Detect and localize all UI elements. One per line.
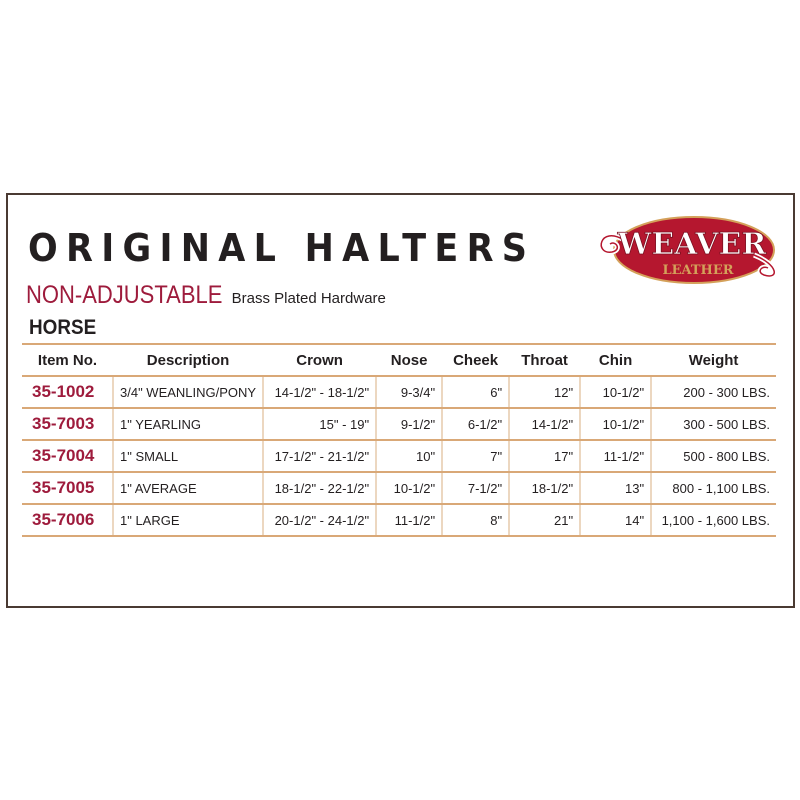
table-cell: 500 - 800 LBS. — [650, 440, 776, 473]
table-cell: 18-1/2" - 22-1/2" — [262, 472, 377, 505]
table-row: 35-7005 1" AVERAGE 18-1/2" - 22-1/2" 10-1/2… — [22, 472, 776, 505]
table-header-row: Item No. Description Crown Nose Cheek Throat C… — [22, 344, 776, 377]
table-cell: 10-1/2" — [579, 376, 652, 409]
subtitle: NON-ADJUSTABLE — [26, 281, 223, 309]
table-cell: 800 - 1,100 LBS. — [650, 472, 776, 505]
table-cell: 9-3/4" — [375, 376, 443, 409]
chart-frame — [6, 193, 795, 608]
column-header: Cheek — [442, 344, 510, 377]
table-cell: 20-1/2" - 24-1/2" — [262, 504, 377, 537]
column-header: Chin — [580, 344, 652, 377]
table-cell: 10-1/2" — [375, 472, 443, 505]
table-row: 35-1002 3/4" WEANLING/PONY 14-1/2" - 18-1/… — [22, 376, 776, 409]
table-cell: 15" - 19" — [262, 408, 377, 441]
table-cell: 8" — [441, 504, 510, 537]
item-number: 35-1002 — [22, 376, 113, 409]
item-number: 35-7004 — [22, 440, 113, 473]
table-cell: 17-1/2" - 21-1/2" — [262, 440, 377, 473]
table-row: 35-7004 1" SMALL 17-1/2" - 21-1/2" 10" 7" 17"… — [22, 440, 776, 473]
column-header: Throat — [509, 344, 581, 377]
table-cell: 14-1/2" - 18-1/2" — [262, 376, 377, 409]
table-cell: 17" — [508, 440, 581, 473]
table-cell: 13" — [579, 472, 652, 505]
table-cell: 3/4" WEANLING/PONY — [111, 376, 264, 409]
logo-brand-text: WEAVER — [617, 227, 768, 262]
table-cell: 1" LARGE — [111, 504, 264, 537]
table-cell: 11-1/2" — [579, 440, 652, 473]
subtitle-note: Brass Plated Hardware — [231, 290, 386, 307]
table-cell: 1,100 - 1,600 LBS. — [650, 504, 776, 537]
size-chart-table: Item No. Description Crown Nose Cheek Throat C… — [22, 343, 776, 537]
table-cell: 18-1/2" — [508, 472, 581, 505]
item-number: 35-7006 — [22, 504, 113, 537]
table-cell: 1" YEARLING — [111, 408, 264, 441]
weaver-leather-logo: WEAVER LEATHER — [598, 216, 777, 284]
subtitle-line: NON-ADJUSTABLE Brass Plated Hardware — [26, 281, 386, 310]
table-cell: 21" — [508, 504, 581, 537]
table-cell: 7" — [441, 440, 510, 473]
table-cell: 7-1/2" — [441, 472, 510, 505]
column-header: Crown — [263, 344, 377, 377]
item-number: 35-7003 — [22, 408, 113, 441]
table-cell: 14-1/2" — [508, 408, 581, 441]
page-title: ORIGINAL HALTERS — [28, 226, 536, 270]
table-row: 35-7003 1" YEARLING 15" - 19" 9-1/2" 6-1/2" 1… — [22, 408, 776, 441]
table-cell: 6-1/2" — [441, 408, 510, 441]
table-cell: 10" — [375, 440, 443, 473]
column-header: Description — [113, 344, 264, 377]
table-row: 35-7006 1" LARGE 20-1/2" - 24-1/2" 11-1/2" 8… — [22, 504, 776, 537]
table-cell: 1" SMALL — [111, 440, 264, 473]
table-cell: 200 - 300 LBS. — [650, 376, 776, 409]
table-cell: 1" AVERAGE — [111, 472, 264, 505]
table-cell: 6" — [441, 376, 510, 409]
column-header: Nose — [376, 344, 443, 377]
section-heading: HORSE — [29, 316, 97, 339]
column-header: Item No. — [22, 344, 113, 377]
table-cell: 12" — [508, 376, 581, 409]
table-cell: 300 - 500 LBS. — [650, 408, 776, 441]
logo-sub-text: LEATHER — [662, 263, 733, 278]
table-cell: 9-1/2" — [375, 408, 443, 441]
table-cell: 14" — [579, 504, 652, 537]
item-number: 35-7005 — [22, 472, 113, 505]
column-header: Weight — [651, 344, 776, 377]
table-cell: 10-1/2" — [579, 408, 652, 441]
table-cell: 11-1/2" — [375, 504, 443, 537]
